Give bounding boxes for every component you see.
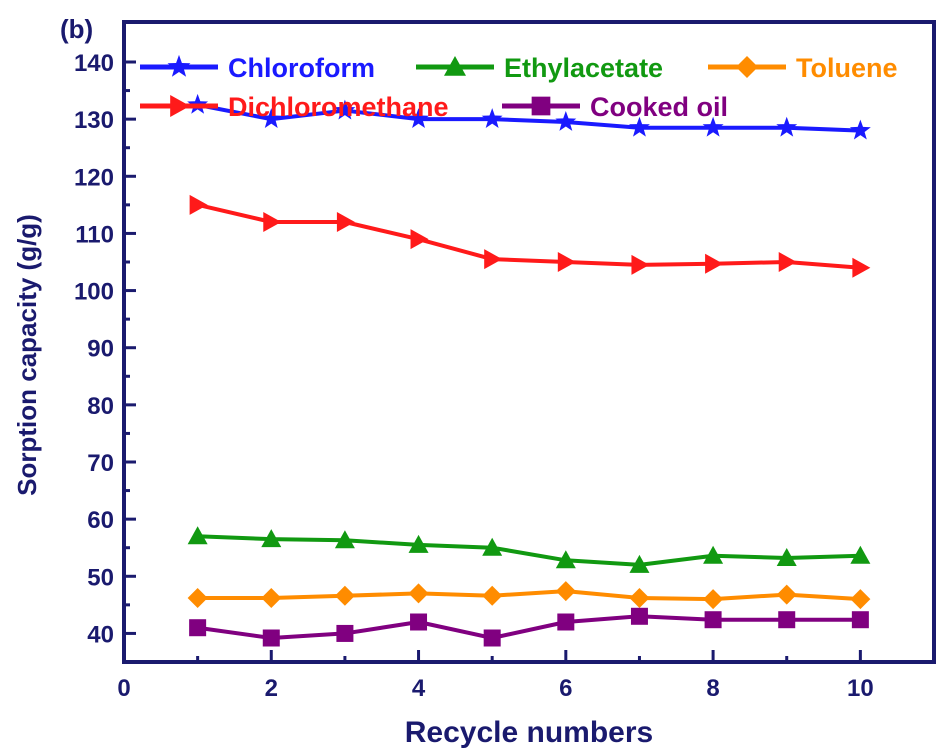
data-point-cooked-oil (262, 629, 280, 647)
data-point-ethylacetate (629, 554, 650, 573)
legend-marker (444, 56, 466, 76)
data-point-ethylacetate (703, 545, 724, 564)
data-point-cooked-oil (483, 629, 501, 647)
legend-label: Cooked oil (590, 92, 728, 122)
data-point-toluene (408, 583, 429, 604)
data-point-cooked-oil (630, 607, 648, 625)
panel-label: (b) (60, 14, 93, 44)
series-line-toluene (197, 589, 861, 602)
data-point-dichloromethane (484, 249, 503, 270)
legend-item-cooked-oil: Cooked oil (502, 92, 728, 122)
data-point-cooked-oil (336, 624, 354, 642)
data-point-toluene (850, 589, 871, 610)
data-point-ethylacetate (187, 526, 208, 545)
x-tick-label: 0 (117, 675, 130, 702)
legend-label: Dichloromethane (228, 92, 449, 122)
data-point-chloroform (849, 119, 871, 140)
y-tick-label: 100 (74, 279, 114, 306)
data-point-chloroform (481, 108, 503, 128)
legend-item-chloroform: Chloroform (140, 53, 375, 83)
data-point-cooked-oil (851, 611, 869, 629)
data-point-toluene (334, 585, 355, 606)
series-ethylacetate (187, 526, 871, 573)
y-tick-label: 140 (74, 50, 114, 77)
y-tick-label: 40 (87, 621, 114, 648)
data-point-toluene (482, 585, 503, 606)
data-point-toluene (776, 584, 797, 605)
data-point-chloroform (776, 116, 798, 137)
y-tick-label: 110 (75, 221, 114, 248)
legend-label: Ethylacetate (504, 53, 663, 83)
data-point-dichloromethane (336, 212, 355, 232)
data-point-chloroform (555, 111, 577, 131)
data-point-dichloromethane (557, 252, 576, 272)
data-point-toluene (261, 588, 282, 608)
y-tick-label: 130 (74, 107, 114, 134)
data-point-dichloromethane (778, 252, 797, 272)
data-point-cooked-oil (704, 611, 722, 629)
legend-marker (170, 95, 190, 117)
y-tick-label: 80 (87, 393, 114, 420)
legend-marker (167, 54, 191, 77)
data-point-ethylacetate (776, 548, 797, 566)
data-point-ethylacetate (334, 530, 355, 549)
y-axis-label: Sorption capacity (g/g) (12, 214, 42, 496)
data-point-toluene (187, 588, 208, 608)
data-point-ethylacetate (408, 534, 429, 553)
x-axis-ticks: 0 2 4 6 8 10 (117, 650, 874, 702)
x-tick-label: 8 (706, 675, 719, 702)
series-line-ethylacetate (197, 534, 861, 567)
series-toluene (187, 581, 871, 610)
x-tick-label: 4 (412, 675, 426, 702)
data-point-dichloromethane (189, 194, 208, 215)
data-point-cooked-oil (557, 613, 575, 631)
data-point-chloroform (702, 116, 724, 137)
x-axis-label: Recycle numbers (405, 716, 653, 749)
data-point-dichloromethane (705, 253, 724, 274)
x-tick-label: 10 (847, 675, 874, 702)
series-line-cooked-oil (197, 614, 861, 640)
series-line-chloroform (197, 102, 861, 133)
legend-item-dichloromethane: Dichloromethane (140, 92, 449, 122)
data-point-chloroform (408, 108, 429, 128)
series-dichloromethane (189, 194, 871, 278)
data-point-ethylacetate (850, 545, 871, 564)
y-tick-label: 50 (87, 564, 114, 591)
x-tick-label: 2 (265, 675, 278, 702)
legend-label: Chloroform (228, 53, 375, 83)
legend-marker (736, 56, 758, 78)
data-point-chloroform (334, 99, 356, 120)
data-point-ethylacetate (261, 529, 282, 548)
series-line-dichloromethane (197, 202, 861, 270)
data-point-toluene (703, 589, 724, 610)
series-cooked-oil (189, 607, 869, 647)
y-tick-label: 60 (87, 507, 114, 534)
y-tick-label: 120 (74, 164, 114, 191)
data-point-dichloromethane (852, 257, 871, 278)
data-point-dichloromethane (631, 254, 650, 275)
data-point-dichloromethane (263, 212, 282, 232)
data-point-dichloromethane (410, 229, 429, 250)
data-point-toluene (555, 581, 576, 602)
x-tick-label: 6 (559, 675, 572, 702)
legend-label: Toluene (796, 53, 898, 83)
data-point-chloroform (629, 116, 650, 137)
data-point-ethylacetate (482, 537, 503, 556)
plot-frame (122, 20, 936, 664)
legend-marker (531, 96, 551, 116)
data-point-cooked-oil (778, 611, 796, 629)
legend-item-ethylacetate: Ethylacetate (416, 53, 663, 83)
data-point-chloroform (260, 108, 282, 128)
y-axis-ticks: 40 50 60 70 80 90 100 110 120 130 140 (74, 50, 136, 648)
legend-item-toluene: Toluene (708, 53, 898, 83)
legend: Chloroform Ethylacetate Toluene Dichloromet… (140, 53, 898, 122)
series-layer (187, 93, 871, 647)
data-point-cooked-oil (189, 619, 207, 637)
y-tick-label: 70 (87, 450, 114, 477)
data-point-ethylacetate (555, 550, 576, 569)
data-point-toluene (629, 588, 650, 608)
y-tick-label: 90 (87, 336, 114, 363)
data-point-cooked-oil (410, 613, 428, 631)
